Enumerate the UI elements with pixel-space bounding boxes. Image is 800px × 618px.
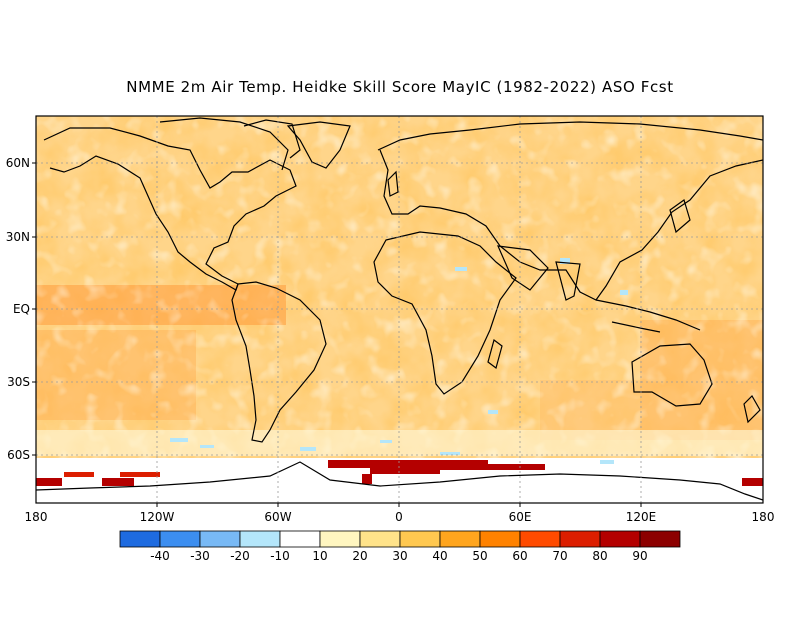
colorbar-label: 50 <box>472 549 487 563</box>
colorbar-swatch <box>239 530 281 548</box>
lon-label: 60W <box>264 510 291 524</box>
skill-field <box>36 116 763 503</box>
lat-label: 60S <box>7 448 30 462</box>
high-skill-strip <box>36 460 763 486</box>
colorbar-label: 30 <box>392 549 407 563</box>
colorbar-swatch <box>479 530 521 548</box>
colorbar-label: 60 <box>512 549 527 563</box>
lon-label: 180 <box>752 510 775 524</box>
gridlines <box>36 116 763 503</box>
colorbar-swatch <box>439 530 481 548</box>
colorbar-label: 90 <box>632 549 647 563</box>
colorbar-swatch <box>119 530 161 548</box>
tick-marks <box>32 162 642 507</box>
colorbar-label: 80 <box>592 549 607 563</box>
negative-skill-specks <box>170 258 628 464</box>
colorbar-label: -20 <box>230 549 250 563</box>
lon-label: 120W <box>140 510 175 524</box>
colorbar-label: -40 <box>150 549 170 563</box>
colorbar-swatch <box>639 530 681 548</box>
lat-label: 30S <box>7 375 30 389</box>
colorbar-swatch <box>559 530 601 548</box>
lon-label: 120E <box>626 510 657 524</box>
colorbar-label: 40 <box>432 549 447 563</box>
colorbar: -40 -30 -20 -10 10 20 30 40 50 60 70 80 90 <box>119 530 681 563</box>
colorbar-label: 70 <box>552 549 567 563</box>
lon-label: 0 <box>395 510 403 524</box>
colorbar-swatch <box>279 530 321 548</box>
lat-label: 30N <box>6 230 30 244</box>
colorbar-label: 10 <box>312 549 327 563</box>
lon-label: 60E <box>509 510 532 524</box>
lat-label: 60N <box>6 156 30 170</box>
colorbar-label: -30 <box>190 549 210 563</box>
colorbar-swatch <box>319 530 361 548</box>
colorbar-swatch <box>159 530 201 548</box>
colorbar-swatch <box>519 530 561 548</box>
colorbar-swatch <box>199 530 241 548</box>
colorbar-swatch <box>599 530 641 548</box>
map-title: NMME 2m Air Temp. Heidke Skill Score May… <box>126 78 674 96</box>
colorbar-label: 20 <box>352 549 367 563</box>
lon-label: 180 <box>25 510 48 524</box>
colorbar-swatch <box>399 530 441 548</box>
colorbar-label: -10 <box>270 549 290 563</box>
colorbar-swatch <box>359 530 401 548</box>
lat-label: EQ <box>13 302 30 316</box>
